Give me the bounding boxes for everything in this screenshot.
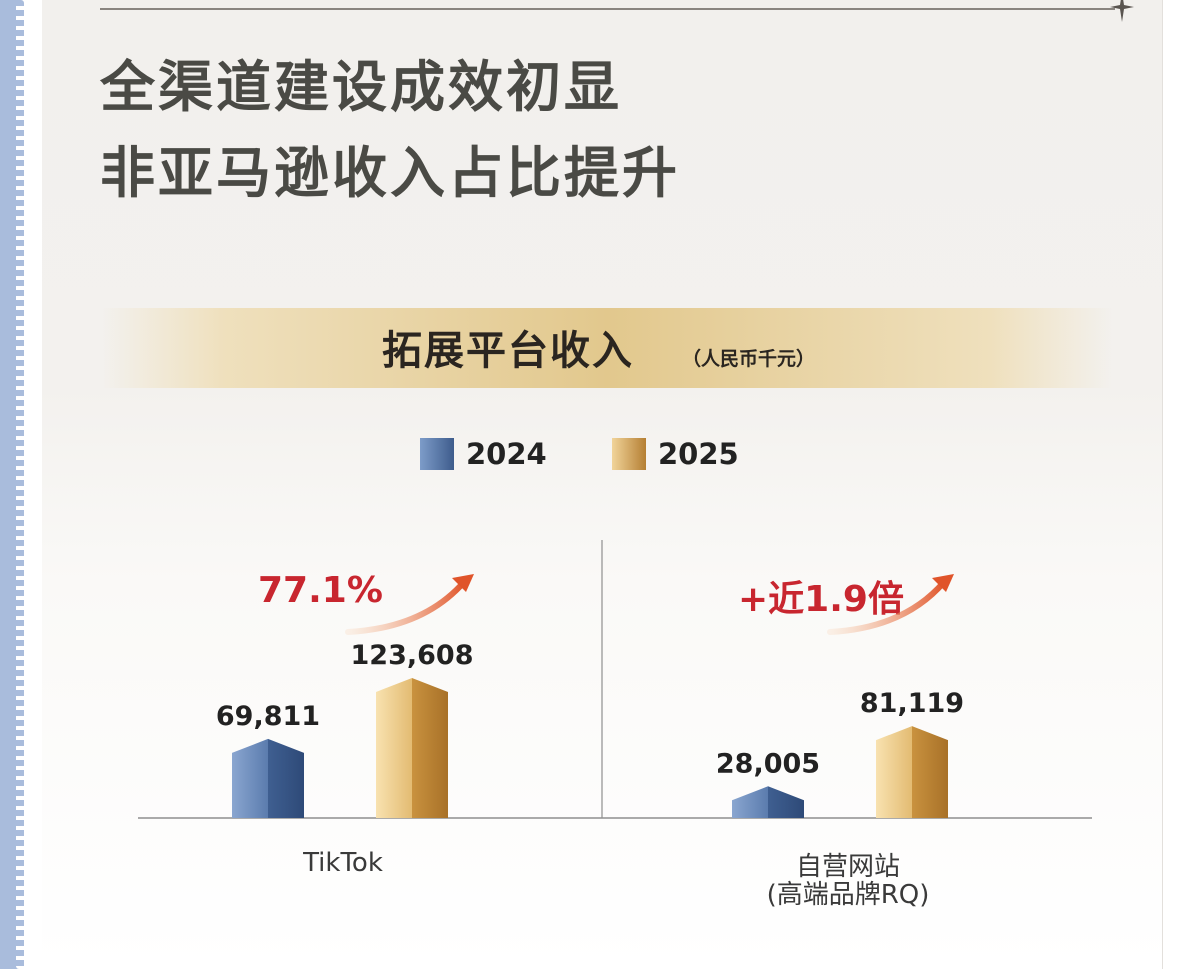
legend-swatch-2024 — [420, 438, 454, 470]
growth-arrowhead-website — [932, 574, 954, 592]
bar-tiktok-2025 — [376, 678, 448, 818]
headline-line-2: 非亚马逊收入占比提升 — [100, 141, 681, 205]
infographic-page: 全渠道建设成效初显 非亚马逊收入占比提升 拓展平台收入 （人民币千元） 2024… — [42, 0, 1163, 969]
growth-label-website: +近1.9倍 — [738, 579, 904, 620]
bar-tiktok-2024 — [232, 738, 304, 818]
bar-chart: 69,811 123,608 28,005 81,119 — [138, 540, 1092, 819]
value-label-tiktok-2024: 69,811 — [216, 701, 320, 732]
bar-website-2025 — [876, 726, 948, 818]
chart-title: 拓展平台收入 — [382, 328, 634, 374]
sparkle-icon — [1110, 0, 1134, 22]
category-label-website: 自营网站 — [795, 852, 900, 882]
legend-swatch-2025 — [612, 438, 646, 470]
growth-label-tiktok: 77.1% — [258, 570, 383, 611]
headline-line-1: 全渠道建设成效初显 — [100, 55, 623, 119]
legend-label-2025: 2025 — [658, 437, 739, 471]
legend-label-2024: 2024 — [466, 437, 547, 471]
chart-unit: （人民币千元） — [682, 348, 816, 370]
left-decorative-edge — [0, 0, 24, 969]
value-label-website-2024: 28,005 — [716, 748, 820, 779]
category-label-tiktok: TikTok — [303, 848, 383, 878]
growth-arrow-website — [827, 579, 947, 635]
value-label-website-2025: 81,119 — [860, 688, 964, 719]
growth-arrow-tiktok — [345, 579, 467, 635]
top-rule — [100, 8, 1115, 10]
bar-website-2024 — [732, 786, 804, 818]
category-label-website-sub: (高端品牌RQ) — [766, 880, 930, 910]
growth-arrowhead-tiktok — [452, 574, 474, 592]
value-label-tiktok-2025: 123,608 — [351, 640, 474, 671]
chart-title-banner — [102, 308, 1112, 388]
